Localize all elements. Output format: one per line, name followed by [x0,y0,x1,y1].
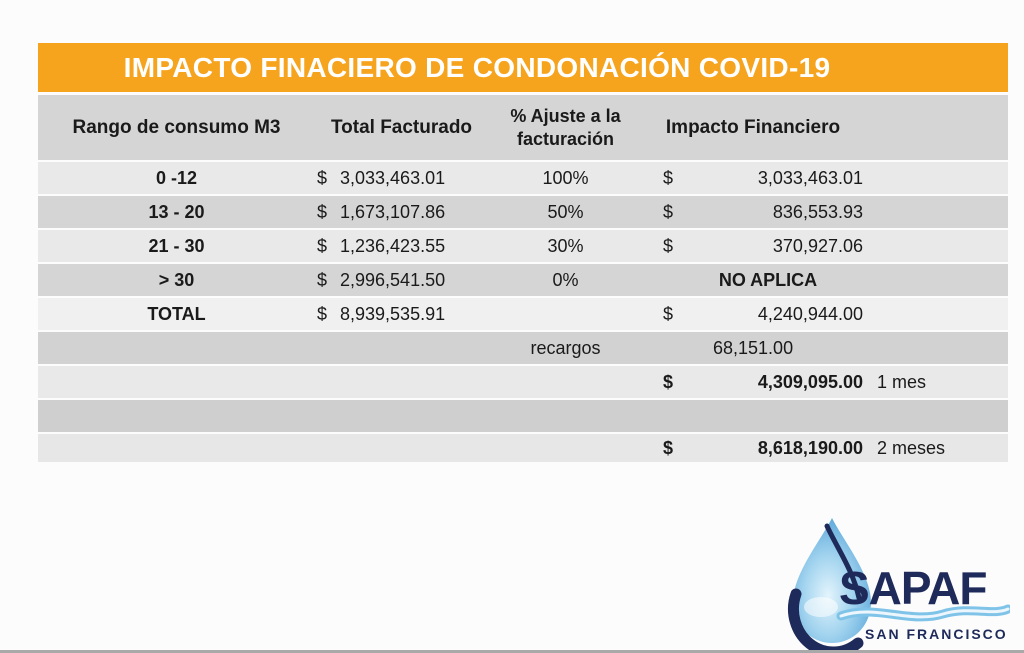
header-adjustment-line2: facturación [516,128,615,149]
header-adjustment-line1: % Ajuste a la [510,106,621,126]
table-header-row: Rango de consumo M3 Total Facturado % Aj… [38,95,1008,160]
impact-cell: 836,553.93 [772,201,863,222]
impact-cell-no-aplica: NO APLICA [718,269,818,290]
impact-table: IMPACTO FINACIERO DE CONDONACIÓN COVID-1… [38,43,1008,462]
bottom-edge-line [0,650,1024,653]
impact-currency: $ [663,371,674,392]
header-range: Rango de consumo M3 [72,116,281,138]
range-cell: 0 -12 [155,167,198,188]
header-billed: Total Facturado [330,116,473,138]
table-row-one-month: $ 4,309,095.00 1 mes [38,366,1008,398]
drop-inner-curve [824,523,862,601]
impact-cell: 370,927.06 [772,235,863,256]
period-label: 2 meses [877,437,946,458]
logo-wave-inner [839,607,1010,619]
table-row-recargos: recargos 68,151.00 [38,332,1008,364]
billed-cell: 2,996,541.50 [340,269,446,290]
billed-currency: $ [317,167,328,188]
logo-subtitle: SAN FRANCISCO [865,626,1008,642]
table-row-empty [38,400,1008,432]
billed-cell: 1,236,423.55 [340,235,446,256]
table-row-two-months: $ 8,618,190.00 2 meses [38,434,1008,462]
adjustment-cell: 100% [542,167,589,188]
billed-currency: $ [317,269,328,290]
billed-currency: $ [317,201,328,222]
impact-cell: 3,033,463.01 [757,167,863,188]
table-row: > 30 $ 2,996,541.50 0% NO APLICA [38,264,1008,296]
header-adjustment: % Ajuste a la facturación [488,105,643,150]
table-row: 21 - 30 $ 1,236,423.55 30% $ 370,927.06 [38,230,1008,262]
header-impact: Impacto Financiero [665,116,841,138]
range-cell: > 30 [158,269,195,290]
page-title: IMPACTO FINACIERO DE CONDONACIÓN COVID-1… [123,51,831,83]
impact-currency: $ [663,201,674,222]
impact-cell: 4,240,944.00 [757,303,863,324]
adjustment-cell: 30% [547,235,584,256]
table-row-total: TOTAL $ 8,939,535.91 $ 4,240,944.00 [38,298,1008,330]
impact-currency: $ [663,235,674,256]
impact-currency: $ [663,437,674,458]
billed-cell: 3,033,463.01 [340,167,446,188]
drop-swoosh [787,588,864,652]
table-row: 0 -12 $ 3,033,463.01 100% $ 3,033,463.01 [38,162,1008,194]
logo-wordmark: SAPAF [839,562,987,614]
billed-currency: $ [317,235,328,256]
range-cell: TOTAL [147,303,206,324]
range-cell: 13 - 20 [148,201,205,222]
range-cell: 21 - 30 [148,235,205,256]
impact-currency: $ [663,303,674,324]
impact-cell: 8,618,190.00 [757,437,863,458]
billed-cell: 8,939,535.91 [340,303,446,324]
impact-cell: 4,309,095.00 [757,371,863,392]
adjustment-cell: 0% [552,269,579,290]
title-bar: IMPACTO FINACIERO DE CONDONACIÓN COVID-1… [38,43,1008,92]
adjustment-cell: 50% [547,201,584,222]
recargos-amount: 68,151.00 [713,337,794,358]
recargos-label: recargos [530,337,601,358]
billed-cell: 1,673,107.86 [340,201,446,222]
table-row: 13 - 20 $ 1,673,107.86 50% $ 836,553.93 [38,196,1008,228]
impact-currency: $ [663,167,674,188]
period-label: 1 mes [877,371,927,392]
sapaf-logo: SAPAF SAN FRANCISCO [787,518,1010,652]
billed-currency: $ [317,303,328,324]
drop-highlight [804,597,838,617]
